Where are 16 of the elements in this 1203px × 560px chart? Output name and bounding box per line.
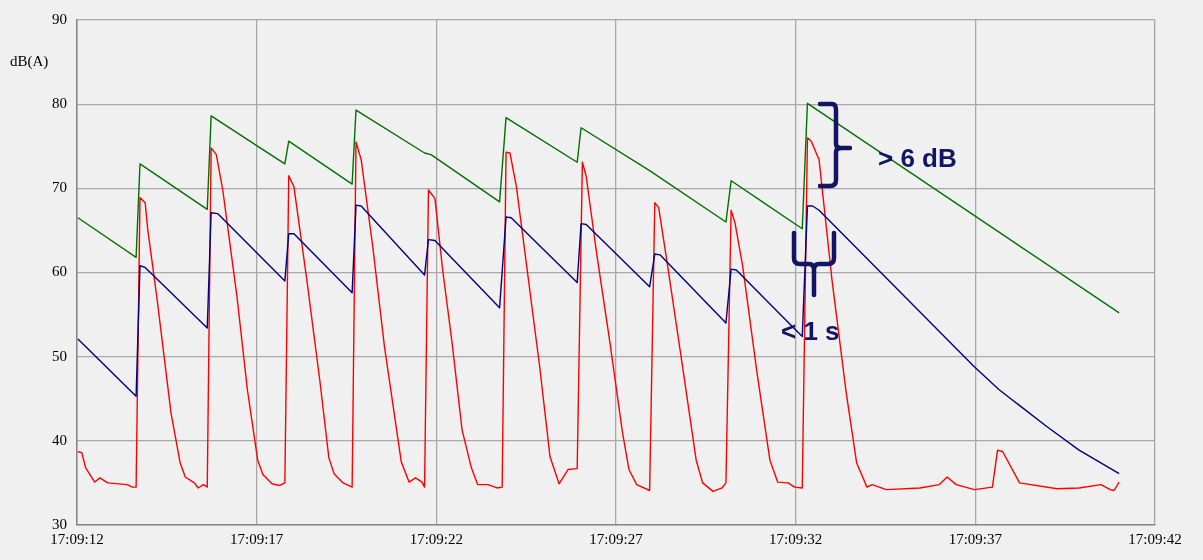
x-tick-label: 17:09:12 [50,530,104,547]
x-tick-label: 17:09:37 [948,530,1003,547]
x-tick-label: 17:09:32 [768,530,823,547]
annotation: < 1 s [781,316,840,347]
y-tick-label: 60 [52,263,67,280]
x-tick-label: 17:09:17 [229,530,284,547]
y-tick-label: 70 [52,179,67,196]
x-tick-label: 17:09:22 [409,530,464,547]
y-tick-label: 30 [52,515,67,532]
x-tick-label: 17:09:42 [1128,530,1182,547]
y-tick-label: 90 [52,10,67,27]
y-tick-label: 50 [52,347,67,364]
y-tick-label: 80 [52,95,67,112]
y-axis-title: dB(A) [10,52,49,70]
y-tick-label: 40 [52,431,67,448]
x-tick-label: 17:09:27 [589,530,644,547]
